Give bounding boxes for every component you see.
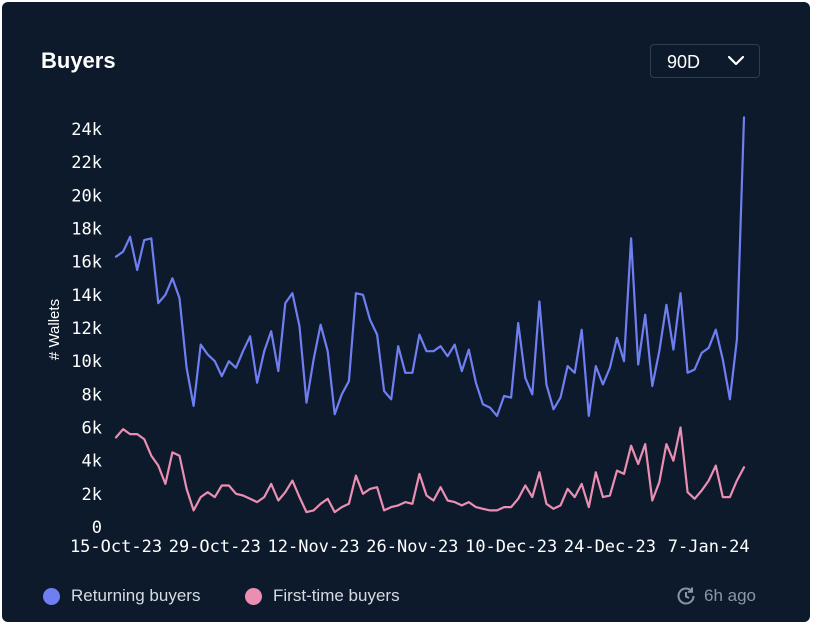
legend-label-first-time: First-time buyers xyxy=(273,586,400,605)
series-line-returning-buyers xyxy=(114,116,746,417)
x-tick-label: 10-Dec-23 xyxy=(465,537,557,557)
legend-dot-returning xyxy=(43,588,60,605)
legend-label-returning: Returning buyers xyxy=(71,586,201,605)
time-range-select[interactable]: 90D xyxy=(650,44,760,78)
x-tick-label: 15-Oct-23 xyxy=(70,537,162,557)
series-line-first-time-buyers xyxy=(114,426,746,514)
x-tick-label: 24-Dec-23 xyxy=(564,537,656,557)
x-tick-label: 12-Nov-23 xyxy=(268,537,360,557)
legend-dot-first-time xyxy=(245,588,262,605)
last-updated-text: 6h ago xyxy=(704,586,756,605)
y-tick-label: 22k xyxy=(71,153,102,173)
y-tick-label: 14k xyxy=(71,286,102,306)
card-title: Buyers xyxy=(41,48,116,73)
y-tick-label: 0 xyxy=(92,518,102,538)
y-tick-label: 8k xyxy=(82,385,102,405)
y-tick-label: 16k xyxy=(71,253,102,273)
y-tick-label: 2k xyxy=(82,485,102,505)
x-tick-label: 7-Jan-24 xyxy=(668,537,750,557)
y-axis-title: # Wallets xyxy=(46,299,63,360)
time-range-value: 90D xyxy=(667,52,701,72)
y-tick-label: 4k xyxy=(82,452,102,472)
x-tick-label: 29-Oct-23 xyxy=(169,537,261,557)
chevron-down-icon xyxy=(727,55,745,66)
y-tick-label: 10k xyxy=(71,352,102,372)
y-tick-label: 6k xyxy=(82,419,102,439)
refresh-clock-icon xyxy=(677,587,695,605)
x-tick-label: 26-Nov-23 xyxy=(366,537,458,557)
y-tick-label: 24k xyxy=(71,120,102,140)
y-tick-label: 12k xyxy=(71,319,102,339)
y-tick-label: 20k xyxy=(71,186,102,206)
y-tick-label: 18k xyxy=(71,220,102,240)
